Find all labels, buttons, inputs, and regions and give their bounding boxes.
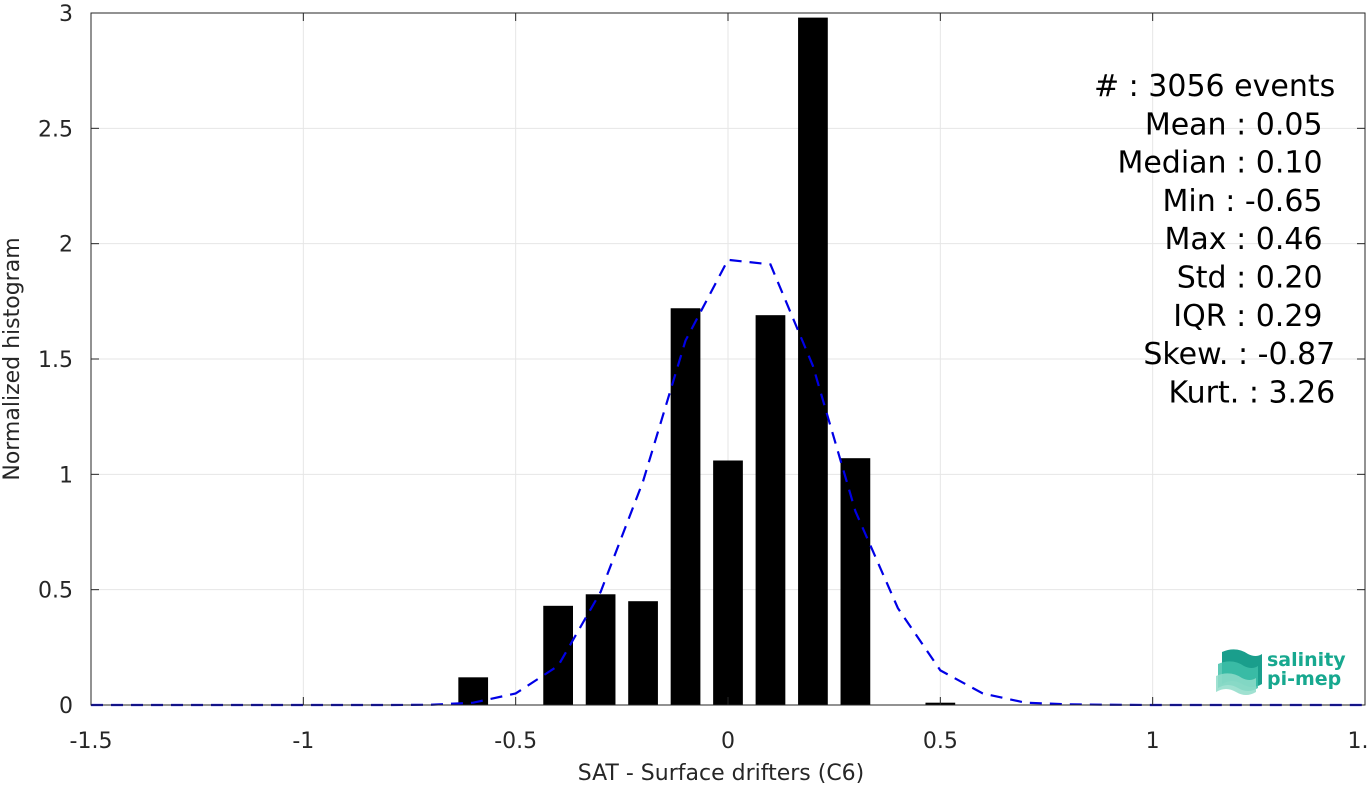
y-tick-label: 0.5 <box>38 579 73 604</box>
stat-line: Min : -0.65 <box>1162 184 1322 219</box>
y-tick-label: 2 <box>59 233 73 258</box>
histogram-bar <box>585 594 616 705</box>
y-tick-label: 1.5 <box>38 348 73 373</box>
y-axis-ticks: 0 0.5 1 1.5 2 2.5 3 <box>38 2 1365 719</box>
x-tick-label: 0 <box>721 729 735 754</box>
logo-line2: pi-mep <box>1267 668 1341 690</box>
histogram-bar <box>628 601 658 705</box>
x-tick-label: -1 <box>292 729 314 754</box>
histogram-bar <box>458 677 489 705</box>
histogram-bar <box>840 458 871 705</box>
stat-line: Skew. : -0.87 <box>1143 337 1335 372</box>
histogram-bar <box>713 460 743 705</box>
logo-wave-icon <box>1216 649 1262 695</box>
histogram-bar <box>798 17 828 705</box>
stat-line: Kurt. : 3.26 <box>1168 375 1335 410</box>
stat-line: Median : 0.10 <box>1117 146 1322 181</box>
histogram-bar <box>670 308 701 705</box>
x-tick-label: 0.5 <box>923 729 958 754</box>
histogram-bar <box>543 605 573 705</box>
x-tick-label: 1.5 <box>1348 729 1367 754</box>
salinity-pi-mep-logo: salinity pi-mep <box>1216 649 1346 695</box>
histogram-bar <box>755 315 786 705</box>
x-tick-label: -1.5 <box>70 729 113 754</box>
stat-line: Max : 0.46 <box>1165 222 1323 257</box>
x-axis-ticks: -1.5 -1 -0.5 0 0.5 1 1.5 <box>70 13 1367 754</box>
stat-line: # : 3056 events <box>1094 69 1335 104</box>
x-tick-label: 1 <box>1146 729 1160 754</box>
stat-line: Mean : 0.05 <box>1145 107 1323 142</box>
y-tick-label: 0 <box>59 694 73 719</box>
x-axis-label: SAT - Surface drifters (C6) <box>578 761 865 785</box>
y-axis-label: Normalized histogram <box>0 237 25 480</box>
stat-line: Std : 0.20 <box>1177 260 1323 295</box>
y-tick-label: 3 <box>59 2 73 27</box>
stat-line: IQR : 0.29 <box>1173 299 1322 334</box>
histogram-bars <box>458 17 956 705</box>
y-tick-label: 2.5 <box>38 117 73 142</box>
logo-line1: salinity <box>1267 649 1346 671</box>
y-tick-label: 1 <box>59 463 73 488</box>
x-tick-label: -0.5 <box>494 729 537 754</box>
